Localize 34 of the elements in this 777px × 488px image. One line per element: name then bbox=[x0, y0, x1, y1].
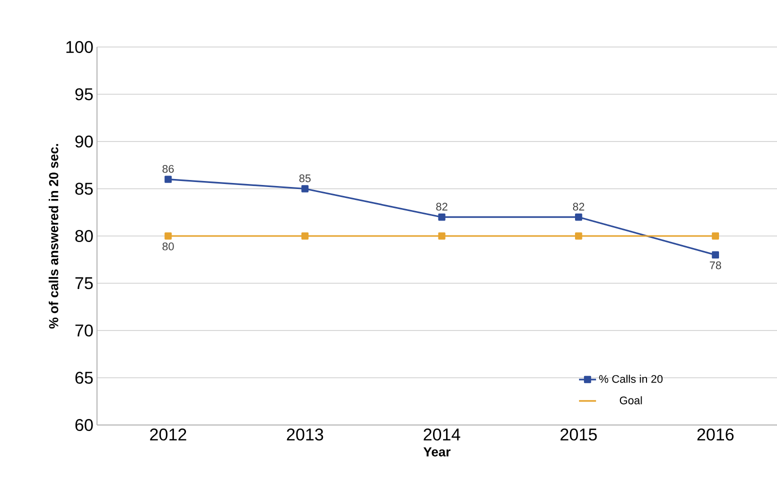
y-tick-label: 80 bbox=[75, 230, 93, 242]
y-tick-label: 95 bbox=[75, 88, 93, 100]
y-tick-label: 100 bbox=[66, 40, 93, 54]
data-label: 82 bbox=[572, 202, 584, 211]
point bbox=[712, 251, 720, 258]
y-axis-title: % of calls answered in 20 sec. bbox=[48, 144, 58, 329]
y-tick-label: 65 bbox=[75, 372, 93, 384]
point bbox=[712, 232, 720, 240]
data-label: 85 bbox=[299, 174, 311, 182]
data-label: 80 bbox=[162, 242, 174, 250]
x-tick-label: 2014 bbox=[424, 428, 460, 441]
x-tick-label: 2012 bbox=[150, 428, 186, 441]
y-tick-label: 60 bbox=[75, 418, 93, 432]
point bbox=[301, 232, 309, 240]
y-tick-label: 75 bbox=[75, 277, 93, 290]
data-label: 82 bbox=[436, 202, 448, 211]
y-tick-label: 70 bbox=[75, 324, 93, 337]
point bbox=[575, 232, 582, 240]
point bbox=[438, 214, 446, 221]
point bbox=[164, 232, 172, 240]
legend-label: Goal bbox=[620, 396, 642, 404]
y-tick-label: 90 bbox=[75, 135, 93, 148]
y-tick-label: 85 bbox=[75, 182, 93, 195]
x-tick-label: 2013 bbox=[286, 428, 324, 441]
x-tick-label: 2015 bbox=[560, 428, 597, 441]
legend-label: % Calls in 20 bbox=[599, 374, 663, 383]
point bbox=[164, 176, 172, 183]
x-axis-title: Year bbox=[423, 447, 451, 456]
x-tick-label: 2016 bbox=[697, 428, 734, 441]
data-label: 86 bbox=[162, 164, 174, 173]
data-label: 78 bbox=[710, 261, 722, 270]
point bbox=[438, 232, 446, 240]
point bbox=[575, 214, 582, 221]
point bbox=[301, 185, 309, 192]
